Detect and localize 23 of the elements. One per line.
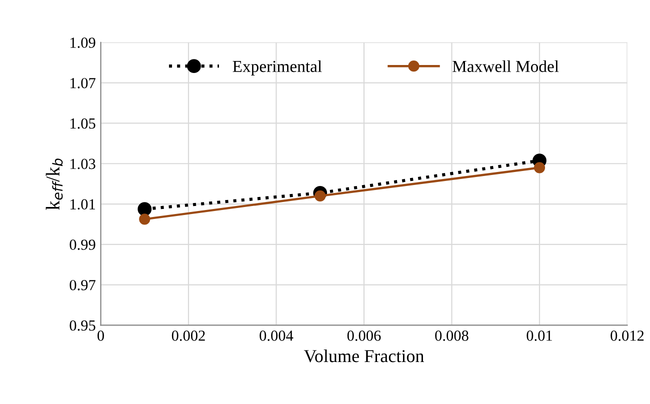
x-tick-label: 0.002 [172, 330, 205, 341]
y-tick-label: 1.09 [70, 38, 96, 48]
x-tick-label: 0 [98, 330, 104, 341]
y-tick-label: 1.03 [70, 158, 96, 170]
y-tick-label: 1.01 [70, 199, 95, 210]
legend-label: Maxwell Model [452, 60, 559, 72]
x-axis-title: Volume Fraction [304, 349, 424, 362]
point [139, 214, 150, 225]
point [138, 202, 152, 216]
x-tick-label: 0.008 [435, 330, 468, 341]
y-axis-title: k$_{eff}$/k$_{b}$ [46, 158, 63, 210]
x-tick-label: 0.004 [260, 330, 294, 341]
point [534, 162, 546, 174]
y-tick-label: 1.05 [70, 118, 96, 129]
y-tick-label: 0.95 [70, 320, 96, 331]
x-tick-label: 0.006 [347, 330, 381, 341]
y-tick-label: 0.99 [70, 240, 96, 250]
x-tick-label: 0.012 [610, 330, 644, 341]
legend-label: Experimental [232, 60, 322, 76]
y-tick-label: 0.97 [70, 280, 96, 290]
y-tick-label: 1.07 [70, 78, 96, 88]
x-tick-label: 0.01 [526, 330, 552, 341]
point [314, 190, 326, 202]
